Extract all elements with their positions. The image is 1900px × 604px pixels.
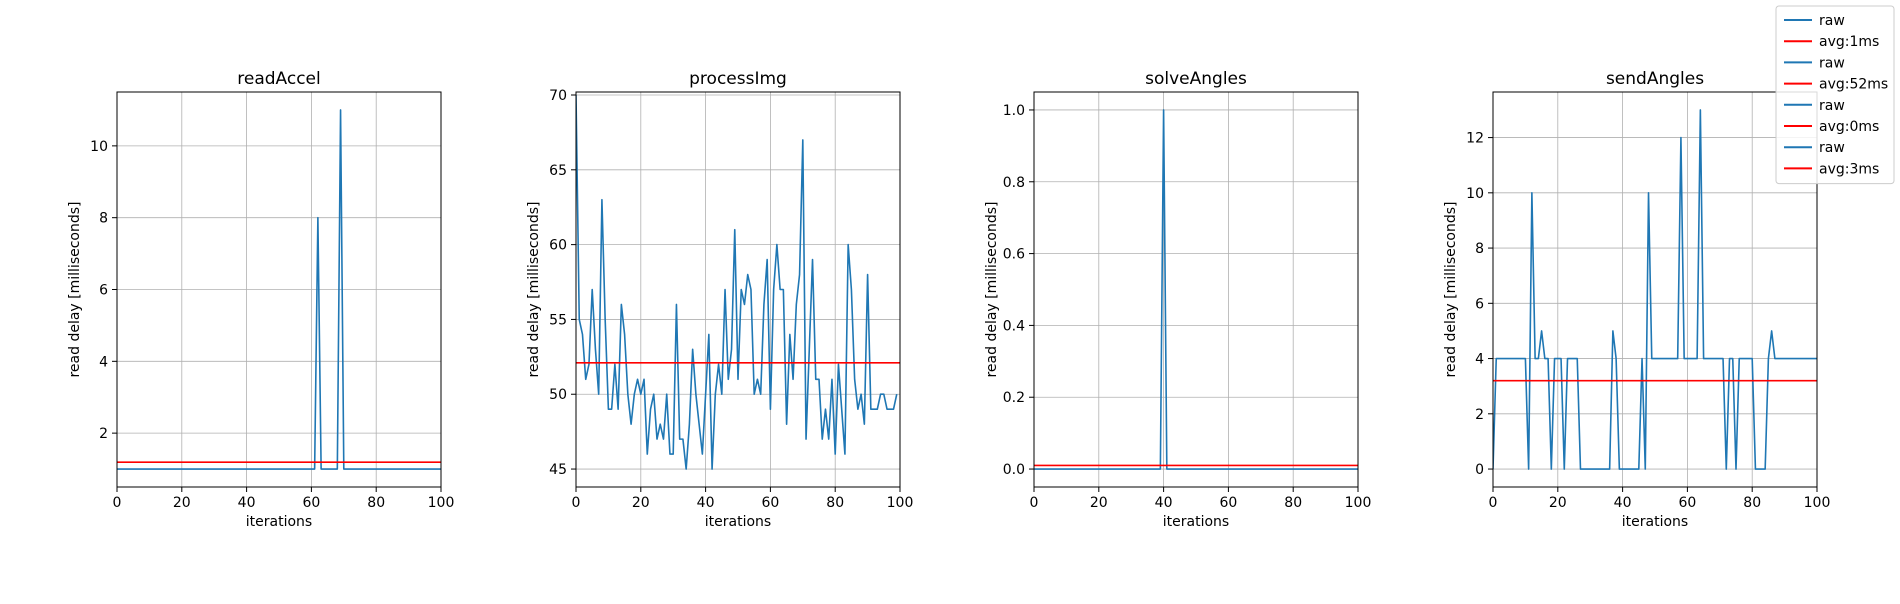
y-tick-label: 10 <box>1466 186 1484 202</box>
y-tick-label: 4 <box>99 354 108 370</box>
x-tick-label: 100 <box>1804 495 1831 511</box>
subplot-title: solveAngles <box>1145 69 1247 89</box>
x-tick-label: 60 <box>761 495 779 511</box>
y-axis-label: read delay [milliseconds] <box>984 201 1000 377</box>
x-tick-label: 80 <box>1284 495 1302 511</box>
x-tick-label: 0 <box>572 495 581 511</box>
legend-label: avg:0ms <box>1819 119 1879 135</box>
axes-frame <box>1033 91 1359 488</box>
legend-label: raw <box>1819 140 1845 156</box>
x-tick-label: 20 <box>632 495 650 511</box>
y-tick-label: 8 <box>99 211 108 227</box>
y-tick-label: 8 <box>1475 241 1484 257</box>
subplot-title: sendAngles <box>1606 69 1704 89</box>
y-tick-label: 50 <box>549 387 567 403</box>
x-tick-label: 80 <box>826 495 844 511</box>
y-tick-label: 70 <box>549 88 567 104</box>
x-tick-label: 0 <box>1489 495 1498 511</box>
x-tick-label: 100 <box>887 495 914 511</box>
x-tick-label: 80 <box>367 495 385 511</box>
axes-frame <box>575 91 901 488</box>
x-tick-label: 60 <box>302 495 320 511</box>
y-tick-label: 10 <box>90 139 108 155</box>
x-tick-label: 0 <box>1030 495 1039 511</box>
x-axis-label: iterations <box>1163 514 1229 530</box>
legend-label: avg:1ms <box>1819 34 1879 50</box>
x-tick-label: 60 <box>1678 495 1696 511</box>
x-axis-label: iterations <box>246 514 312 530</box>
subplot-title: processImg <box>689 69 787 89</box>
y-axis-label: read delay [milliseconds] <box>526 201 542 377</box>
legend: raw avg:1ms raw avg:52ms raw avg:0ms raw avg:3m… <box>1775 5 1895 185</box>
y-tick-label: 65 <box>549 163 567 179</box>
legend-label: raw <box>1819 98 1845 114</box>
y-tick-label: 55 <box>549 312 567 328</box>
y-tick-label: 0 <box>1475 462 1484 478</box>
subplot-title: readAccel <box>237 69 321 89</box>
x-tick-label: 40 <box>1614 495 1632 511</box>
legend-label: raw <box>1819 55 1845 71</box>
legend-label: raw <box>1819 13 1845 29</box>
x-tick-label: 100 <box>428 495 455 511</box>
subplot-0: 0 20 40 60 80 100 2 4 6 8 10 readAccel iterations rea… <box>67 69 454 530</box>
y-tick-label: 6 <box>99 283 108 299</box>
x-tick-label: 40 <box>1155 495 1173 511</box>
x-axis-label: iterations <box>705 514 771 530</box>
x-axis-label: iterations <box>1622 514 1688 530</box>
x-tick-label: 80 <box>1743 495 1761 511</box>
y-tick-label: 6 <box>1475 296 1484 312</box>
y-tick-label: 0.2 <box>1003 390 1025 406</box>
y-axis-label: read delay [milliseconds] <box>67 201 83 377</box>
legend-label: avg:3ms <box>1819 161 1879 177</box>
y-axis-label: read delay [milliseconds] <box>1443 201 1459 377</box>
y-tick-label: 2 <box>99 426 108 442</box>
y-tick-label: 45 <box>549 462 567 478</box>
axes-frame <box>1492 91 1818 488</box>
y-tick-label: 2 <box>1475 407 1484 423</box>
subplot-2: 0 20 40 60 80 100 0.0 0.2 0.4 0.6 0.8 1.0 solveAngle… <box>984 69 1371 530</box>
subplot-3: 0 20 40 60 80 100 0 2 4 6 8 10 12 sendAngles iteration… <box>1443 69 1830 530</box>
legend-box <box>1775 5 1895 185</box>
x-tick-label: 20 <box>1549 495 1567 511</box>
y-tick-label: 0.4 <box>1003 318 1025 334</box>
series-line-raw <box>1493 109 1817 470</box>
y-tick-label: 0.8 <box>1003 175 1025 191</box>
series-line-raw <box>576 94 898 470</box>
legend-label: avg:52ms <box>1819 77 1888 93</box>
x-tick-label: 40 <box>697 495 715 511</box>
y-tick-label: 0.0 <box>1003 462 1025 478</box>
series-line-raw <box>1034 109 1358 470</box>
y-tick-label: 60 <box>549 238 567 254</box>
series-line-raw <box>117 109 441 470</box>
y-tick-label: 0.6 <box>1003 247 1025 263</box>
y-tick-label: 4 <box>1475 352 1484 368</box>
x-tick-label: 100 <box>1345 495 1372 511</box>
subplot-1: 0 20 40 60 80 100 45 50 55 60 65 70 processImg iterat… <box>526 69 913 530</box>
x-tick-label: 20 <box>1090 495 1108 511</box>
x-tick-label: 40 <box>238 495 256 511</box>
y-tick-label: 1.0 <box>1003 103 1025 119</box>
y-tick-label: 12 <box>1466 131 1484 147</box>
x-tick-label: 20 <box>173 495 191 511</box>
x-tick-label: 0 <box>113 495 122 511</box>
x-tick-label: 60 <box>1219 495 1237 511</box>
